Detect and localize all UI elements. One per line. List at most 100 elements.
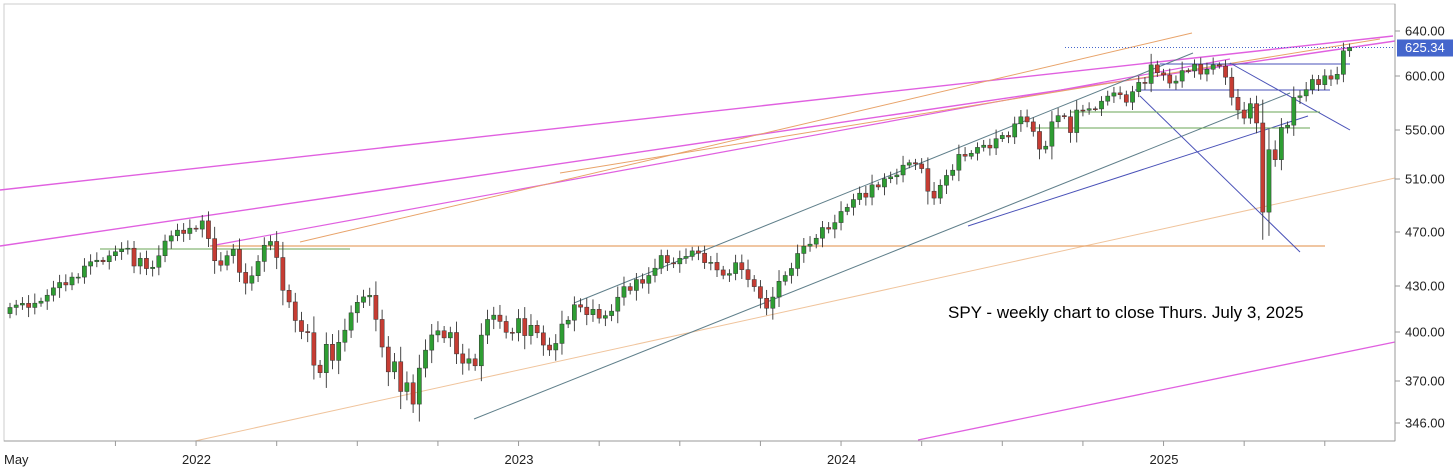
candle <box>634 273 639 301</box>
candle <box>652 258 658 283</box>
axes-layer: 346.00 370.00 400.00 430.00 470.00 510.00 550.… <box>4 4 1453 467</box>
candle <box>13 299 19 316</box>
candle <box>1080 104 1086 117</box>
candle-body-up <box>1210 64 1216 70</box>
candle-body-up <box>646 275 652 284</box>
candle-body-up <box>844 207 850 212</box>
candle-body-up <box>677 258 683 265</box>
candle-body-up <box>113 251 118 257</box>
candle-body-up <box>491 314 497 320</box>
candle <box>1248 97 1253 124</box>
x-tick-label: 2024 <box>827 452 856 467</box>
candle-body-down <box>1030 121 1036 132</box>
candle <box>1185 68 1191 74</box>
candle <box>330 334 335 370</box>
candle <box>274 231 280 270</box>
candle <box>665 249 670 271</box>
candle <box>869 174 875 206</box>
candle-body-down <box>206 220 211 239</box>
candle <box>144 250 149 276</box>
candle-body-up <box>1334 74 1340 80</box>
candle-body-up <box>869 184 875 198</box>
candle-body-down <box>243 272 249 284</box>
candle-body-up <box>1303 89 1309 97</box>
candle-body-up <box>1341 50 1346 75</box>
candle-body-down <box>1223 65 1228 78</box>
candle-body-down <box>702 252 707 263</box>
candle-body-up <box>69 276 75 286</box>
candle-body-down <box>1235 97 1241 111</box>
candle <box>1018 109 1024 132</box>
candle-body-down <box>913 162 918 165</box>
candle <box>627 282 633 295</box>
candle-body-down <box>1006 135 1011 138</box>
candle <box>342 318 348 352</box>
candle <box>751 275 757 292</box>
candle <box>429 323 435 364</box>
candle <box>187 219 193 240</box>
candle-body-down <box>578 304 583 308</box>
candle-body-up <box>888 176 894 180</box>
candle-body-down <box>1068 116 1073 133</box>
candle-body-down <box>497 314 503 322</box>
candle <box>696 246 701 261</box>
candle-body-up <box>268 241 273 246</box>
candle <box>1123 90 1129 107</box>
candle <box>478 323 484 382</box>
candle <box>875 181 881 191</box>
candle <box>206 211 211 248</box>
candle <box>1210 57 1216 75</box>
candle <box>1279 118 1284 171</box>
y-tick-label: 600.00 <box>1405 69 1445 84</box>
y-tick-label: 430.00 <box>1405 279 1445 294</box>
candle-body-down <box>1080 109 1086 112</box>
candle-body-down <box>1254 103 1259 124</box>
candle-body-up <box>51 287 56 296</box>
candle <box>801 238 807 263</box>
candle <box>534 320 540 339</box>
candle <box>1235 89 1241 120</box>
candle-body-up <box>572 304 577 321</box>
x-tick-label: May <box>4 452 29 467</box>
candle-body-up <box>528 325 534 336</box>
candle <box>1173 75 1179 90</box>
candle-body-down <box>739 262 745 270</box>
candle-body-up <box>485 319 490 336</box>
candle-body-up <box>906 162 912 166</box>
candle-body-down <box>1198 64 1204 75</box>
candle <box>20 297 25 310</box>
candle <box>857 186 863 205</box>
candle <box>1148 53 1154 93</box>
candle-body-up <box>993 138 999 149</box>
candle <box>882 173 887 196</box>
candle-body-up <box>683 256 689 259</box>
candle <box>1012 116 1018 145</box>
candle-body-up <box>776 281 782 298</box>
candle-body-down <box>547 344 552 351</box>
candle-body-up <box>838 211 844 223</box>
candle <box>509 327 515 341</box>
candle <box>162 234 168 263</box>
candle-body-up <box>1055 115 1061 123</box>
x-tick-label: 2025 <box>1150 452 1179 467</box>
candle <box>1179 61 1185 88</box>
candle <box>956 144 962 182</box>
candle <box>286 284 292 308</box>
candle-body-up <box>187 227 193 234</box>
candle <box>906 159 912 169</box>
candle-body-down <box>1123 94 1129 103</box>
candle <box>1068 109 1073 143</box>
candle-body-down <box>1142 82 1148 84</box>
candle <box>578 298 583 313</box>
candle <box>1086 102 1092 115</box>
candle <box>1241 101 1247 125</box>
candle <box>466 348 472 371</box>
candle-body-up <box>1310 79 1315 90</box>
candle <box>156 245 162 276</box>
candle <box>255 255 261 283</box>
candle <box>782 271 788 286</box>
candles-layer <box>7 42 1352 422</box>
candle-body-up <box>1291 97 1297 126</box>
candle-body-down <box>720 269 726 276</box>
